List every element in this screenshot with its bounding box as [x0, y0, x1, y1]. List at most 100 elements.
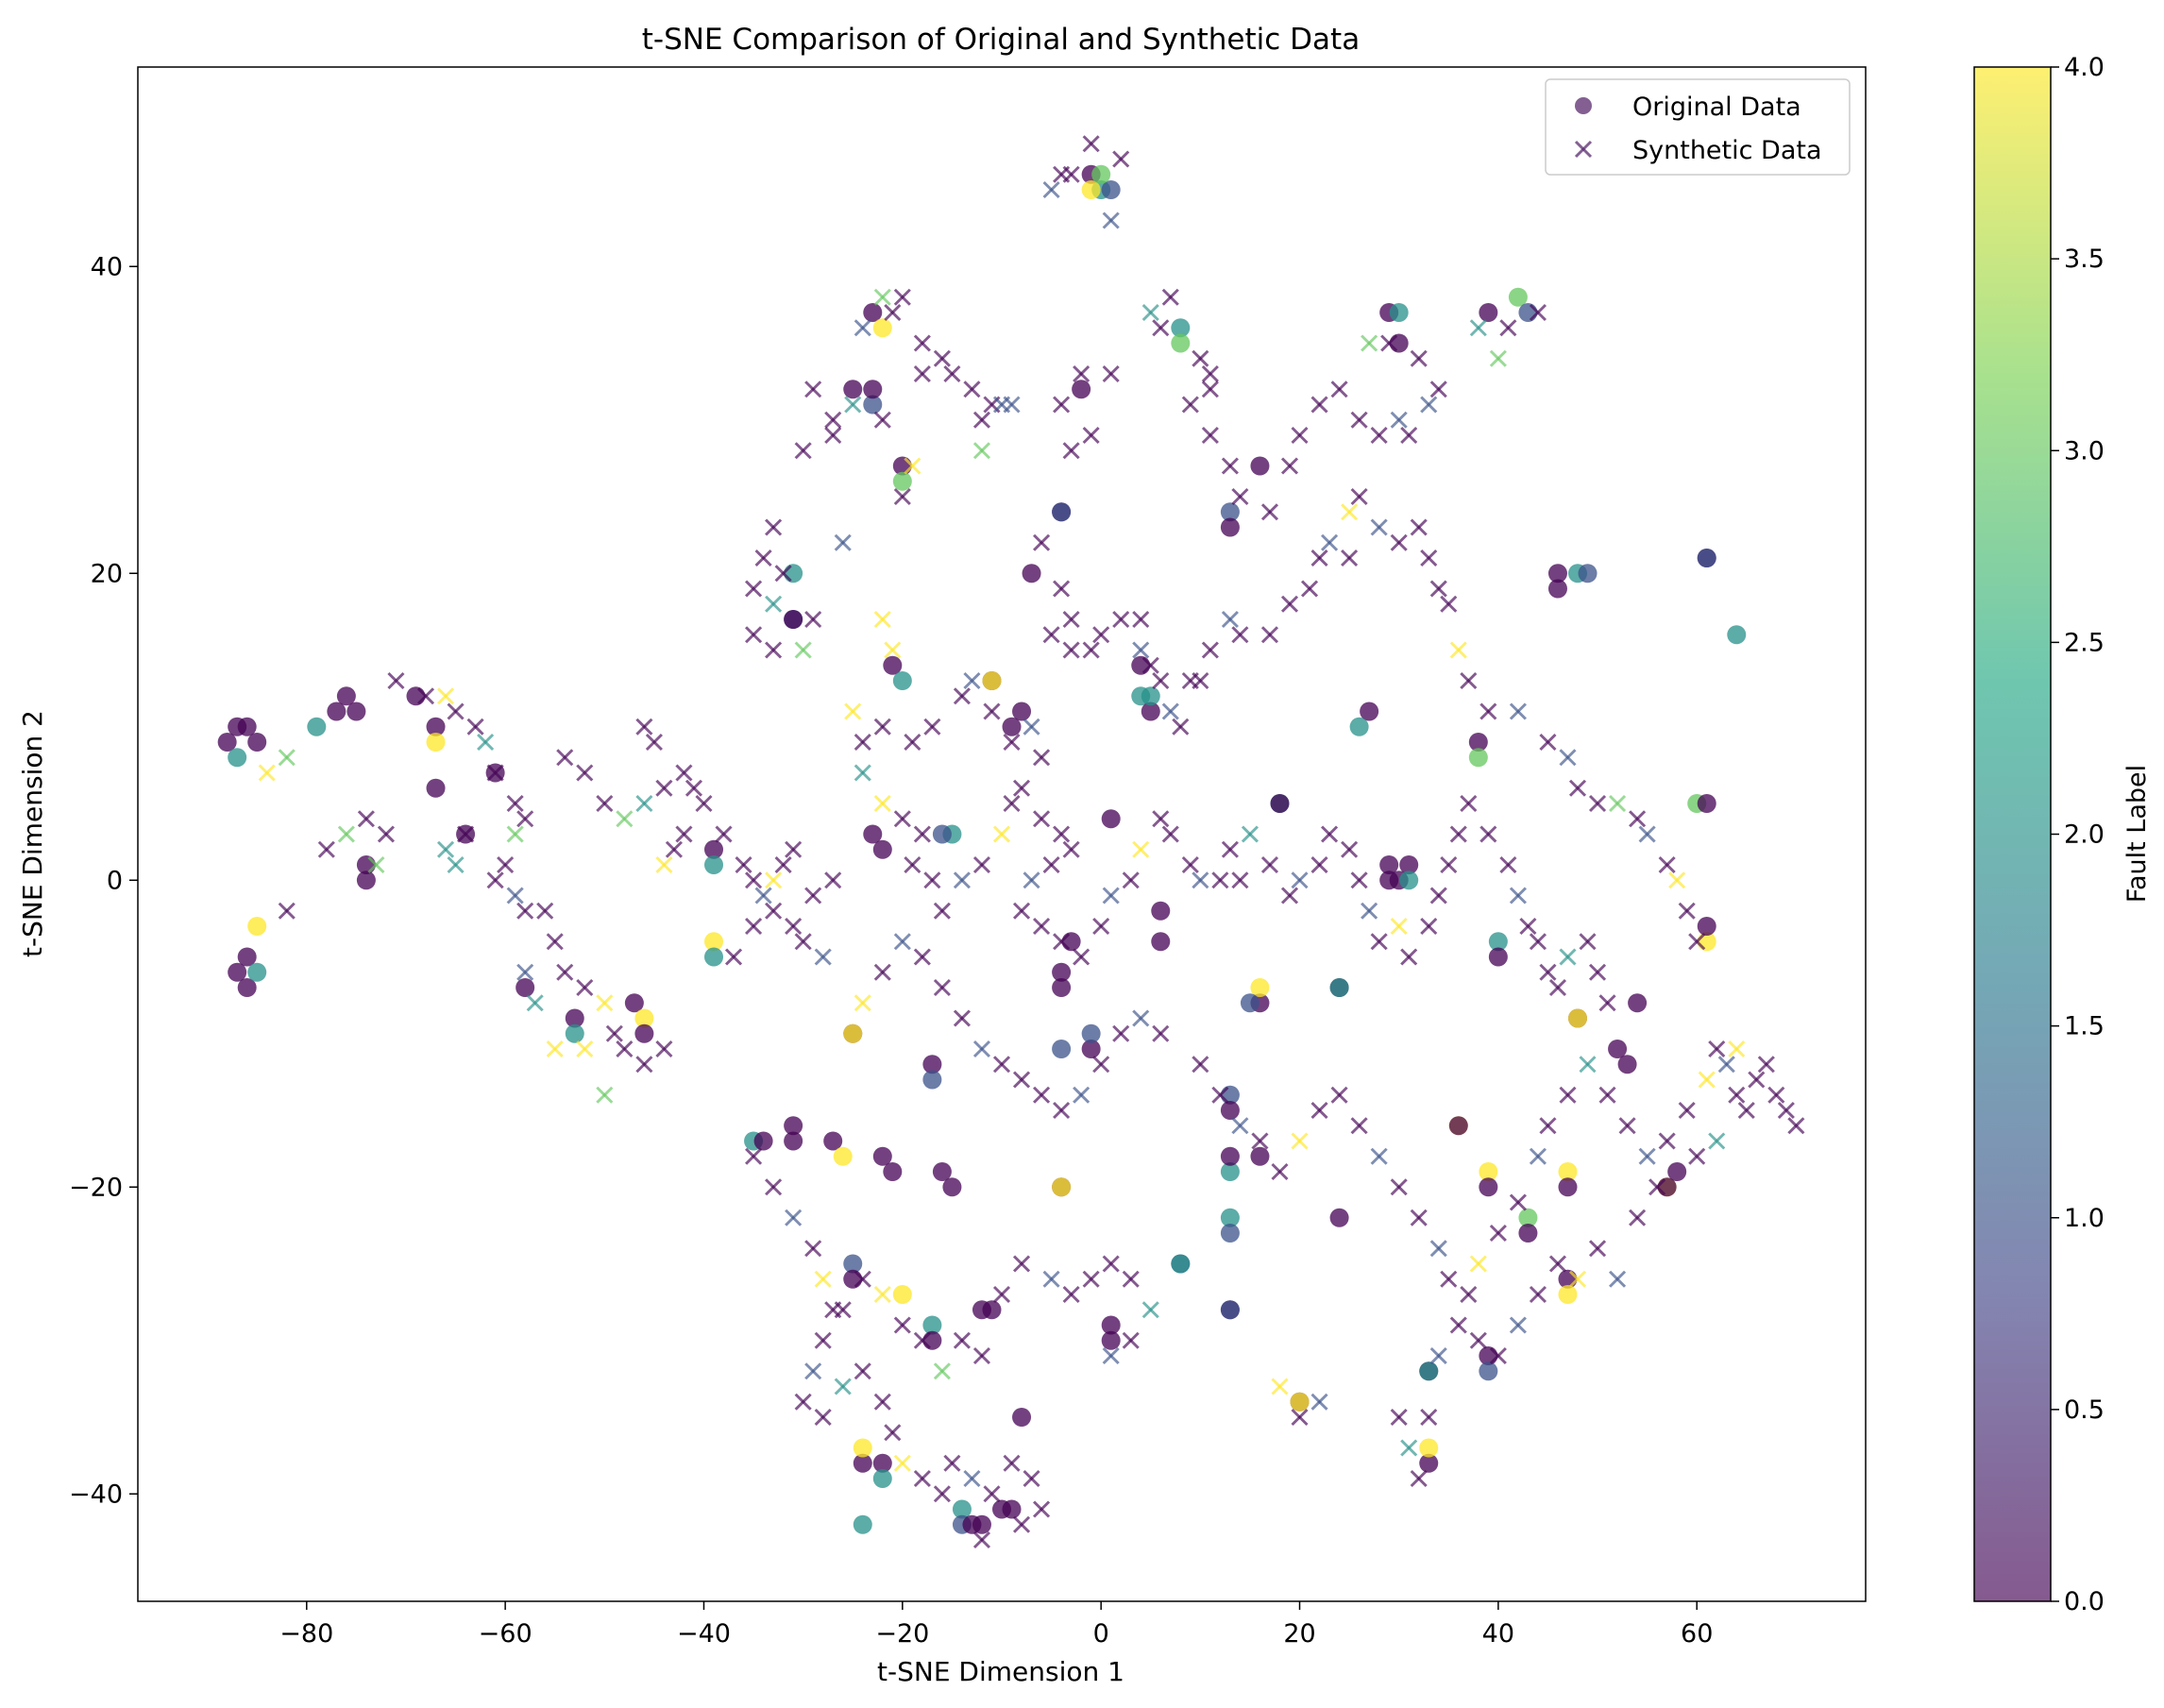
synthetic-point: [1102, 211, 1120, 229]
synthetic-point: [814, 1331, 832, 1349]
synthetic-point: [1420, 1408, 1438, 1427]
original-point: [1349, 717, 1369, 736]
original-point: [1389, 303, 1409, 322]
synthetic-point: [754, 549, 772, 567]
synthetic-point: [1429, 887, 1447, 905]
original-point: [922, 1070, 942, 1090]
synthetic-point: [963, 1469, 981, 1488]
synthetic-point: [1092, 917, 1110, 936]
original-point: [853, 1453, 872, 1473]
original-point: [1171, 318, 1191, 338]
original-point: [1479, 1177, 1498, 1197]
synthetic-point: [1192, 1056, 1209, 1074]
synthetic-point: [804, 610, 822, 629]
synthetic-point: [1231, 487, 1249, 506]
synthetic-point: [1201, 426, 1219, 445]
colorbar-ticks: 0.0 0.5 1.0 1.5 2.0 2.5 3.0 3.5 4.0: [2051, 53, 2105, 1616]
original-point: [1329, 1208, 1349, 1227]
synthetic-point: [715, 825, 733, 843]
original-point: [872, 1453, 892, 1473]
synthetic-point: [1460, 794, 1478, 813]
synthetic-point: [1489, 1346, 1507, 1365]
synthetic-point: [953, 871, 971, 889]
original-point: [1072, 380, 1091, 399]
original-point: [1220, 1224, 1240, 1243]
synthetic-point: [1102, 364, 1120, 383]
synthetic-point: [1231, 1117, 1249, 1135]
synthetic-point: [893, 487, 911, 506]
synthetic-point: [278, 749, 296, 767]
synthetic-point: [447, 702, 465, 720]
y-tick-label: 40: [91, 252, 123, 281]
synthetic-point: [1400, 948, 1418, 966]
original-point: [228, 748, 247, 768]
y-tick-label: −20: [69, 1173, 123, 1202]
synthetic-point: [1728, 1086, 1746, 1104]
original-point: [942, 1177, 962, 1197]
original-point: [1171, 333, 1191, 353]
original-point: [624, 993, 644, 1013]
original-point: [843, 1254, 863, 1274]
synthetic-point: [447, 855, 465, 874]
synthetic-point: [1658, 855, 1676, 874]
x-ticks: −80 −60 −40 −20 0 20 40 60: [279, 1601, 1713, 1649]
original-point: [1052, 962, 1072, 982]
synthetic-point: [536, 902, 554, 920]
original-point: [922, 1055, 942, 1074]
synthetic-point: [1122, 1331, 1140, 1349]
synthetic-point: [1588, 963, 1607, 981]
synthetic-point: [1598, 994, 1616, 1012]
synthetic-point: [814, 1408, 832, 1427]
synthetic-point: [1390, 1178, 1408, 1196]
synthetic-point: [804, 1362, 822, 1380]
synthetic-point: [1529, 303, 1547, 322]
original-point: [1081, 1040, 1101, 1058]
synthetic-point: [1350, 871, 1368, 889]
synthetic-point: [953, 687, 971, 705]
synthetic-point: [1767, 1086, 1785, 1104]
original-point: [892, 471, 912, 491]
original-point: [1220, 1101, 1240, 1120]
x-tick-label: 20: [1283, 1619, 1315, 1649]
synthetic-point: [317, 840, 335, 858]
synthetic-point: [1033, 533, 1051, 551]
original-point: [704, 855, 723, 874]
x-tick-label: −40: [677, 1619, 731, 1649]
synthetic-point: [963, 380, 981, 398]
original-point: [1101, 1315, 1121, 1335]
synthetic-point: [913, 1469, 931, 1488]
original-point: [1697, 917, 1716, 936]
synthetic-point: [1161, 702, 1179, 720]
original-point: [784, 610, 803, 629]
synthetic-point: [1489, 1224, 1507, 1243]
synthetic-point: [695, 794, 713, 813]
synthetic-point: [1688, 933, 1706, 951]
synthetic-point: [844, 702, 862, 720]
synthetic-point: [785, 840, 803, 858]
synthetic-point: [953, 1331, 971, 1349]
synthetic-point: [1122, 871, 1140, 889]
original-point: [1399, 855, 1419, 874]
synthetic-point: [416, 687, 435, 705]
synthetic-point: [745, 917, 763, 936]
original-point: [1617, 1055, 1637, 1074]
synthetic-point: [1350, 411, 1368, 429]
original-point: [228, 962, 247, 982]
original-point: [247, 733, 267, 752]
synthetic-point: [1003, 794, 1021, 813]
synthetic-point: [1489, 349, 1507, 367]
plot-area: −80 −60 −40 −20 0 20 40 60 −40 −20 0 20 40: [69, 66, 1867, 1649]
synthetic-point: [1648, 1178, 1666, 1196]
synthetic-point: [635, 1056, 653, 1074]
original-point: [1419, 1361, 1439, 1381]
synthetic-point: [526, 994, 544, 1012]
original-point: [1141, 702, 1160, 721]
original-point: [1220, 1300, 1240, 1320]
synthetic-point: [1033, 749, 1051, 767]
synthetic-point: [983, 1485, 1001, 1503]
original-point: [1379, 871, 1399, 890]
synthetic-point: [1479, 702, 1497, 720]
x-tick-label: −80: [279, 1619, 333, 1649]
original-point: [1101, 180, 1121, 199]
